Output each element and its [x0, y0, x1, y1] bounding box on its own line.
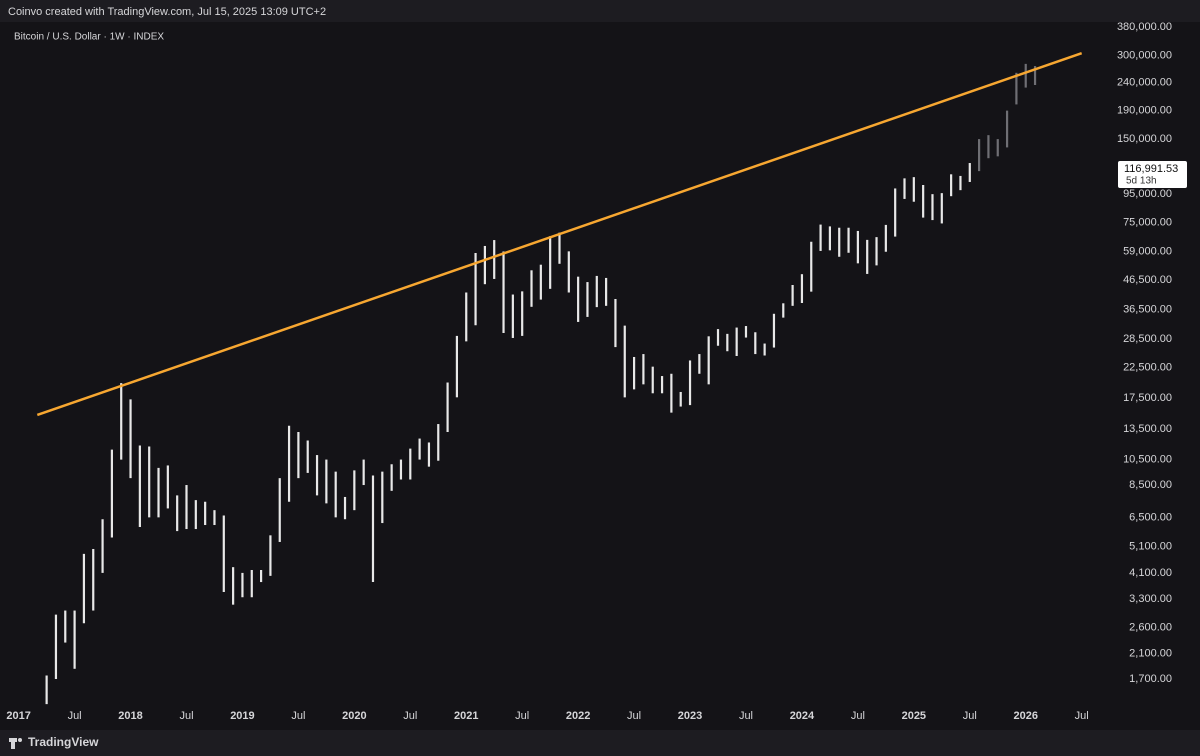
- y-tick-label: 95,000.00: [1123, 188, 1172, 200]
- y-tick-label: 300,000.00: [1117, 49, 1172, 61]
- x-tick-label: Jul: [291, 710, 305, 722]
- header-bar: [0, 0, 1200, 22]
- y-tick-label: 1,700.00: [1129, 673, 1172, 685]
- last-price-box: [1118, 161, 1187, 189]
- x-tick-label: 2026: [1013, 710, 1037, 722]
- y-tick-label: 6,500.00: [1129, 511, 1172, 523]
- y-tick-label: 5,100.00: [1129, 541, 1172, 553]
- x-tick-label: Jul: [851, 710, 865, 722]
- y-tick-label: 13,500.00: [1123, 423, 1172, 435]
- x-tick-label: 2024: [790, 710, 815, 722]
- y-tick-label: 59,000.00: [1123, 245, 1172, 257]
- chart-title: Bitcoin / U.S. Dollar · 1W · INDEX: [14, 32, 164, 43]
- y-tick-label: 4,100.00: [1129, 567, 1172, 579]
- y-tick-label: 8,500.00: [1129, 479, 1172, 491]
- y-tick-label: 46,500.00: [1123, 274, 1172, 286]
- trendline: [36, 52, 1083, 417]
- x-tick-label: 2023: [678, 710, 702, 722]
- x-tick-label: Jul: [1075, 710, 1089, 722]
- y-tick-label: 2,100.00: [1129, 647, 1172, 659]
- x-tick-label: 2021: [454, 710, 478, 722]
- footer-bar: [0, 730, 1200, 756]
- x-tick-label: 2017: [6, 710, 30, 722]
- brand: TradingView: [28, 735, 99, 749]
- y-tick-label: 380,000.00: [1117, 21, 1172, 33]
- countdown: 5d 13h: [1126, 176, 1157, 187]
- x-tick-label: Jul: [739, 710, 753, 722]
- x-tick-label: 2025: [902, 710, 926, 722]
- x-tick-label: Jul: [515, 710, 529, 722]
- y-tick-label: 2,600.00: [1129, 622, 1172, 634]
- attribution: Coinvo created with TradingView.com, Jul…: [8, 6, 326, 18]
- x-tick-label: Jul: [68, 710, 82, 722]
- y-tick-label: 240,000.00: [1117, 76, 1172, 88]
- x-tick-label: Jul: [179, 710, 193, 722]
- y-tick-label: 28,500.00: [1123, 333, 1172, 345]
- x-tick-label: 2020: [342, 710, 366, 722]
- y-tick-label: 17,500.00: [1123, 392, 1172, 404]
- y-tick-label: 36,500.00: [1123, 303, 1172, 315]
- y-tick-label: 3,300.00: [1129, 593, 1172, 605]
- y-tick-label: 22,500.00: [1123, 362, 1172, 374]
- x-tick-label: Jul: [627, 710, 641, 722]
- x-tick-label: 2022: [566, 710, 590, 722]
- x-tick-label: 2019: [230, 710, 254, 722]
- y-tick-label: 190,000.00: [1117, 105, 1172, 117]
- y-tick-label: 75,000.00: [1123, 217, 1172, 229]
- y-tick-label: 150,000.00: [1117, 133, 1172, 145]
- x-tick-label: 2018: [118, 710, 142, 722]
- y-tick-label: 10,500.00: [1123, 453, 1172, 465]
- x-tick-label: Jul: [963, 710, 977, 722]
- brand-logo: [9, 738, 22, 749]
- x-tick-label: Jul: [403, 710, 417, 722]
- last-price-label: 116,991.53: [1124, 163, 1178, 175]
